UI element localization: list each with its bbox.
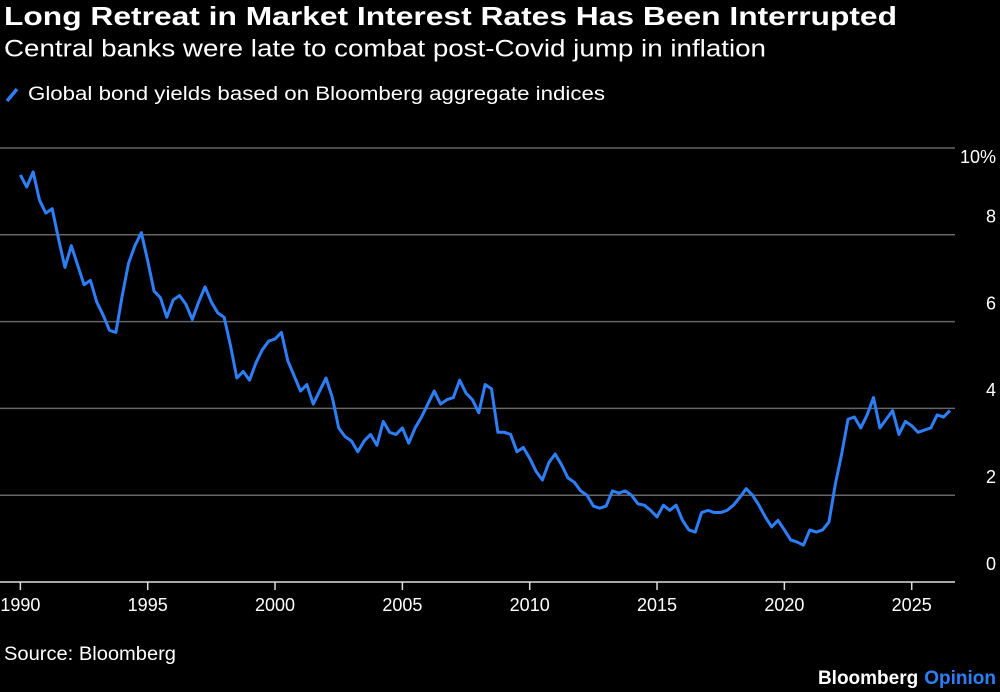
x-tick-label: 2015 xyxy=(637,595,677,615)
x-tick-label: 2005 xyxy=(382,595,422,615)
legend-label: Global bond yields based on Bloomberg ag… xyxy=(28,84,605,105)
y-tick-label: 2 xyxy=(986,467,996,487)
y-tick-label: 6 xyxy=(986,293,996,313)
credit-suffix: Opinion xyxy=(924,668,996,689)
x-tick-label: 2010 xyxy=(510,595,550,615)
chart-title: Long Retreat in Market Interest Rates Ha… xyxy=(4,1,897,31)
source: Source: Bloomberg xyxy=(4,644,176,665)
x-tick-label: 1990 xyxy=(0,595,40,615)
y-tick-label: 0 xyxy=(986,554,996,574)
y-tick-label: 8 xyxy=(986,207,996,227)
x-tick-label: 1995 xyxy=(128,595,168,615)
x-tick-label: 2000 xyxy=(255,595,295,615)
y-tick-label: 10% xyxy=(960,147,996,167)
legend-swatch xyxy=(5,87,19,103)
data-line xyxy=(19,170,951,547)
x-tick-label: 2025 xyxy=(892,595,932,615)
y-tick-label: 4 xyxy=(986,380,996,400)
x-tick-label: 2020 xyxy=(764,595,804,615)
credit: Bloomberg Opinion xyxy=(818,668,996,689)
credit-brand: Bloomberg xyxy=(818,668,918,689)
chart-subtitle: Central banks were late to combat post-C… xyxy=(4,35,766,62)
